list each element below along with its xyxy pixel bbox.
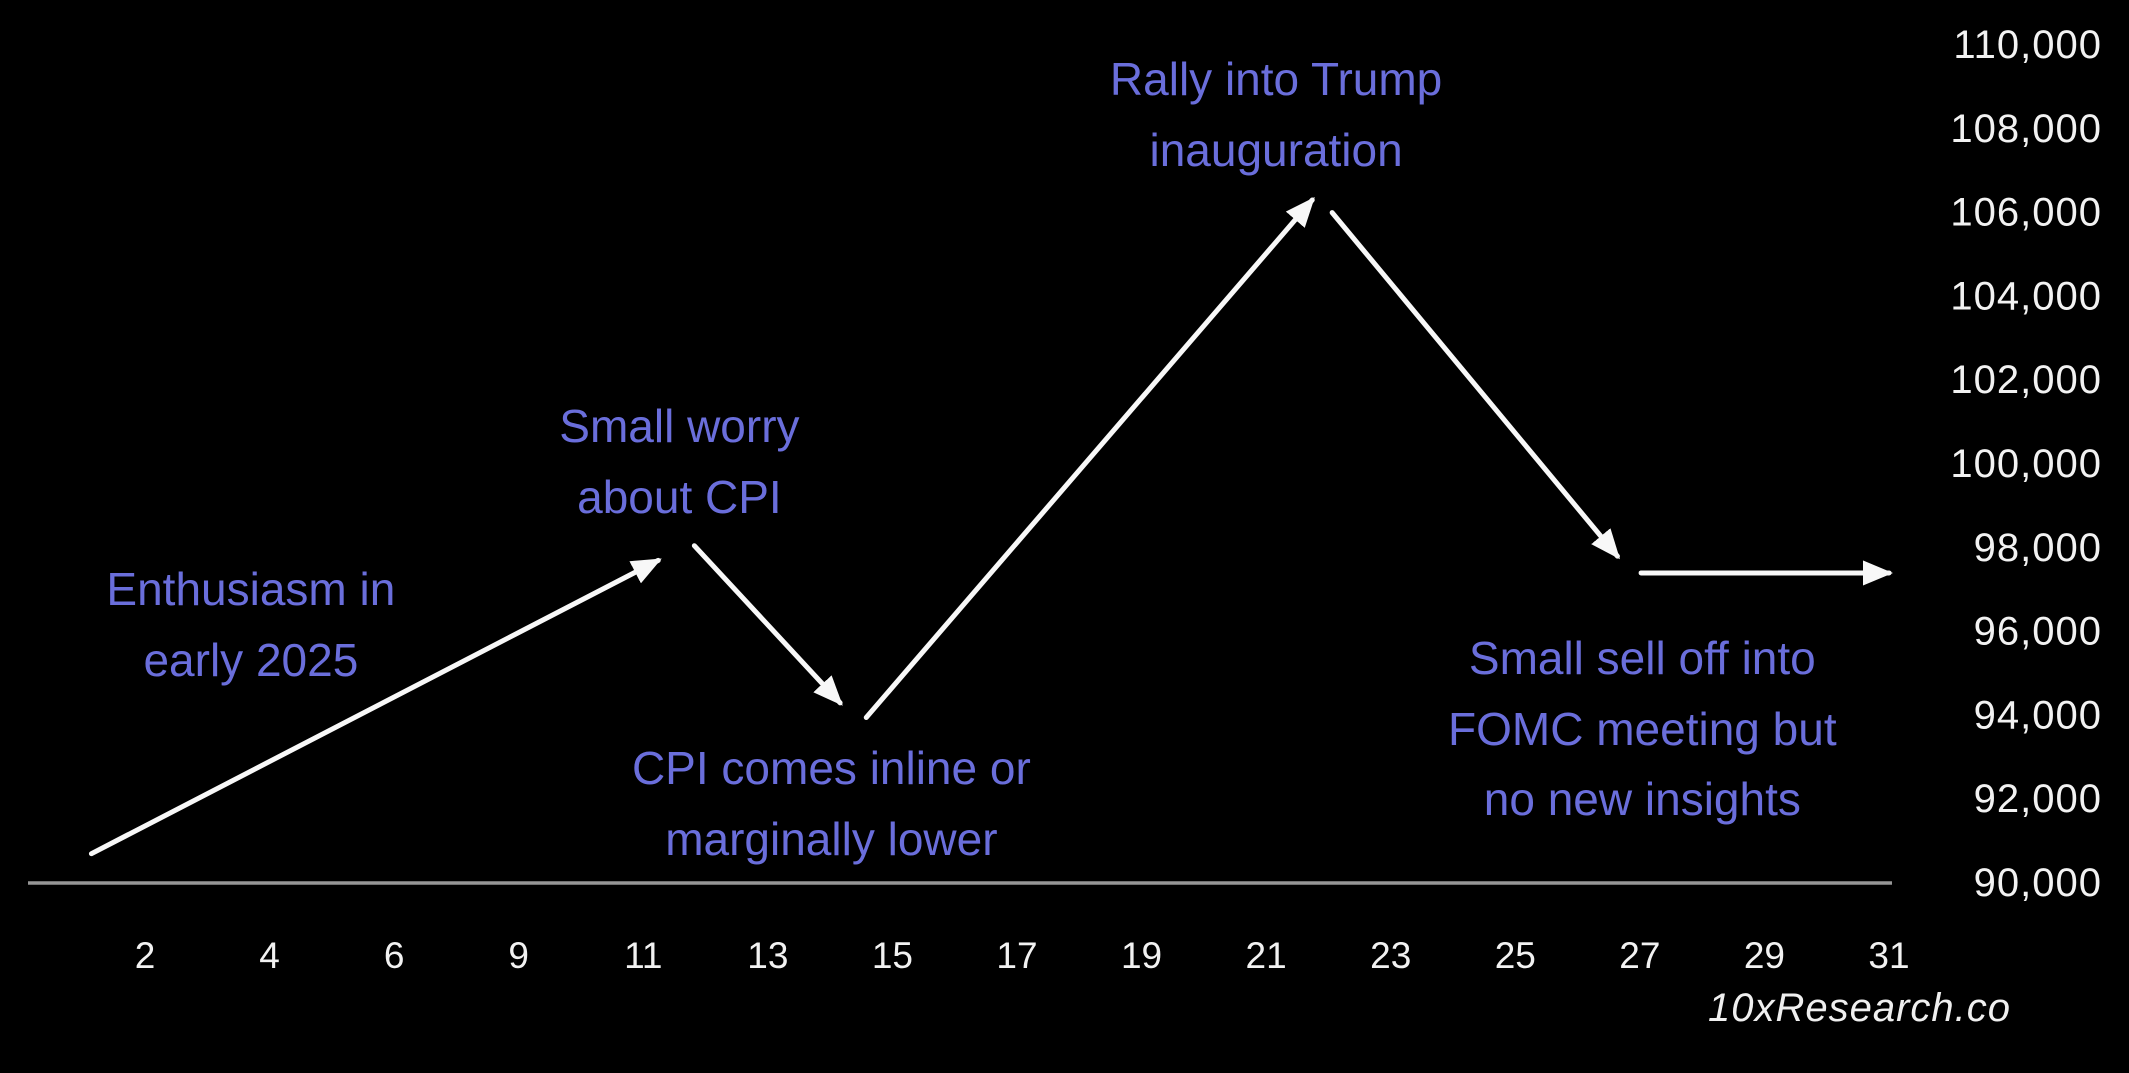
watermark: 10xResearch.co [1707,986,2011,1030]
y-tick-label: 104,000 [1950,274,2102,318]
x-tick-label: 27 [1619,935,1660,976]
x-tick-label: 29 [1744,935,1785,976]
x-tick-label: 17 [996,935,1037,976]
y-tick-label: 90,000 [1974,861,2102,905]
x-tick-label: 25 [1495,935,1536,976]
x-tick-label: 4 [259,935,280,976]
x-tick-label: 9 [508,935,529,976]
x-tick-label: 2 [135,935,156,976]
y-tick-label: 98,000 [1974,526,2102,570]
x-tick-label: 11 [624,935,662,976]
x-tick-label: 21 [1246,935,1287,976]
y-tick-label: 106,000 [1950,191,2102,235]
y-tick-label: 100,000 [1950,442,2102,486]
x-tick-label: 19 [1121,935,1162,976]
x-tick-label: 31 [1868,935,1909,976]
path-arrow-rally-inauguration [863,196,1315,720]
path-arrow-rise-early-jan [88,557,662,857]
x-tick-label: 13 [747,935,788,976]
y-tick-label: 96,000 [1974,610,2102,654]
x-tick-label: 6 [384,935,405,976]
x-tick-label: 15 [872,935,913,976]
y-tick-label: 94,000 [1974,693,2102,737]
y-tick-label: 110,000 [1953,23,2102,67]
y-tick-label: 92,000 [1974,777,2102,821]
y-tick-label: 102,000 [1950,358,2102,402]
x-tick-label: 23 [1370,935,1411,976]
path-arrow-selloff-fomc [1329,210,1620,560]
path-arrow-dip-into-cpi [691,543,843,706]
y-tick-label: 108,000 [1950,107,2102,151]
